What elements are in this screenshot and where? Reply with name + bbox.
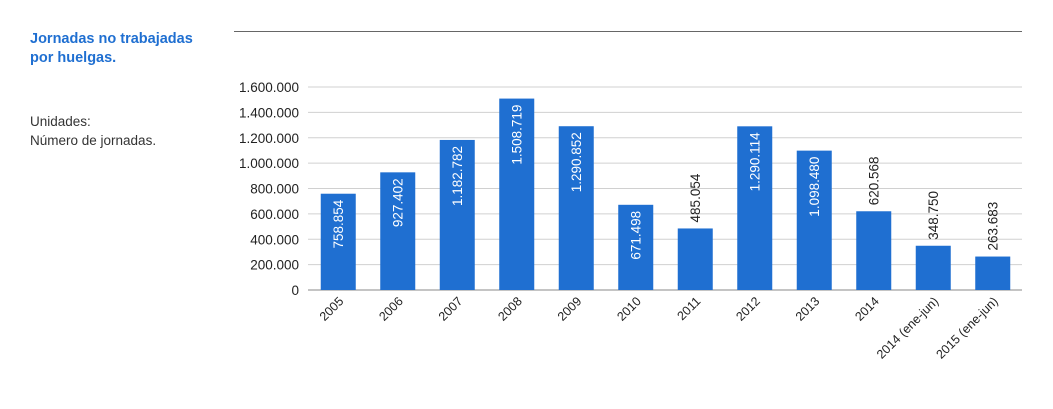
x-tick-label: 2012 [733, 294, 763, 324]
data-label: 1.290.852 [569, 132, 584, 192]
data-label: 620.568 [867, 156, 882, 205]
x-tick-label: 2014 [852, 294, 882, 324]
data-label: 348.750 [926, 191, 941, 240]
data-label: 758.854 [331, 199, 346, 248]
bar [975, 256, 1011, 290]
x-tick-label: 2009 [555, 294, 585, 324]
y-tick-label: 1.200.000 [239, 131, 299, 146]
x-tick-label: 2015 (ene-jun) [933, 294, 1000, 361]
bar [439, 139, 475, 290]
y-tick-label: 1.400.000 [239, 105, 299, 120]
data-label: 1.182.782 [450, 146, 465, 206]
x-tick-label: 2013 [793, 294, 823, 324]
bar [856, 211, 892, 290]
y-tick-label: 1.600.000 [239, 80, 299, 95]
data-label: 927.402 [391, 178, 406, 227]
units-label: Unidades: [30, 114, 91, 129]
bar [737, 126, 773, 290]
x-tick-label: 2007 [436, 294, 466, 324]
y-tick-label: 600.000 [250, 207, 299, 222]
y-tick-label: 800.000 [250, 182, 299, 197]
x-tick-label: 2008 [495, 294, 525, 324]
bar [618, 204, 654, 290]
data-label: 1.098.480 [807, 157, 822, 217]
x-tick-label: 2005 [317, 294, 347, 324]
data-label: 1.290.114 [748, 132, 763, 192]
y-tick-label: 400.000 [250, 232, 299, 247]
header-rule [234, 31, 1022, 32]
data-label: 1.508.719 [510, 105, 525, 165]
units-note: Unidades: Número de jornadas. [30, 112, 220, 150]
x-tick-label: 2014 (ene-jun) [874, 294, 941, 361]
x-tick-label: 2010 [614, 294, 644, 324]
bar [320, 193, 356, 290]
bar [380, 172, 416, 290]
y-tick-label: 0 [291, 283, 299, 298]
chart-title-line-2: por huelgas. [30, 50, 117, 66]
chart-title-line-1: Jornadas no trabajadas [30, 31, 193, 47]
units-description: Número de jornadas. [30, 133, 157, 148]
bar [499, 98, 535, 291]
x-tick-label: 2006 [376, 294, 406, 324]
y-tick-label: 1.000.000 [239, 156, 299, 171]
x-tick-label: 2011 [674, 294, 703, 323]
y-tick-label: 200.000 [250, 258, 299, 273]
bar [796, 150, 832, 290]
data-label: 263.683 [986, 202, 1001, 251]
data-label: 485.054 [688, 173, 703, 222]
bar [558, 126, 594, 291]
bar [915, 245, 951, 290]
chart-title: Jornadas no trabajadas por huelgas. [30, 30, 220, 68]
bar [677, 228, 713, 290]
data-label: 671.498 [629, 211, 644, 260]
